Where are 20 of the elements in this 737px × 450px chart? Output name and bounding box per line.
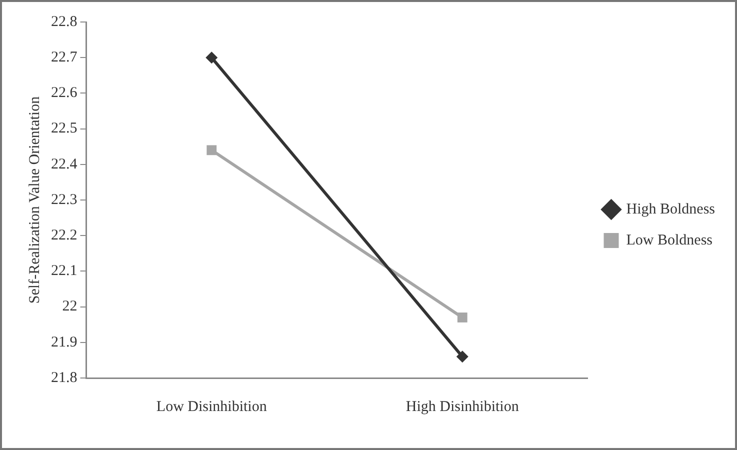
y-tick-label: 22.7 xyxy=(51,50,78,66)
x-tick-label: High Disinhibition xyxy=(406,398,520,415)
point xyxy=(456,350,468,363)
legend-label: High Boldness xyxy=(626,201,716,218)
y-tick-label: 22.5 xyxy=(51,120,78,137)
y-tick-label: 22.3 xyxy=(51,192,78,208)
y-tick-label: 22.2 xyxy=(51,228,78,244)
point xyxy=(206,52,218,64)
y-tick-label: 22 xyxy=(62,298,78,315)
y-tick-label: 22.1 xyxy=(51,263,78,280)
y-tick-label: 22.6 xyxy=(51,85,78,102)
y-axis-title: Self-Realization Value Orientation xyxy=(26,96,43,304)
point xyxy=(206,145,217,156)
legend-label: Low Boldness xyxy=(626,232,713,248)
x-tick-label: Low Disinhibition xyxy=(156,398,268,415)
y-tick-label: 22.4 xyxy=(51,156,78,172)
y-tick-label: 22.8 xyxy=(51,14,78,30)
point xyxy=(457,312,468,322)
y-tick-label: 21.9 xyxy=(51,334,78,350)
y-tick-label: 21.8 xyxy=(51,370,78,386)
